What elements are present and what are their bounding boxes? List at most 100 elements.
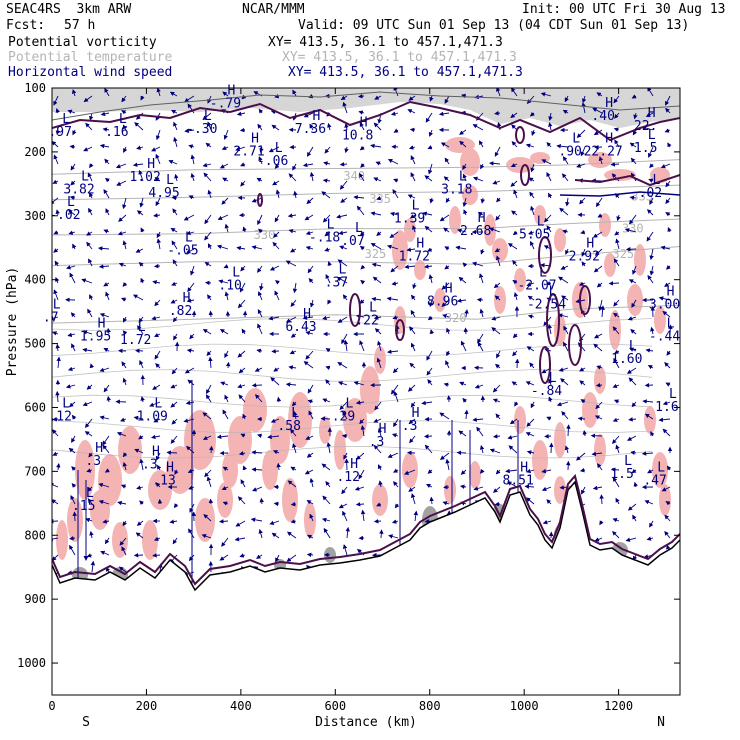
wind-vector xyxy=(457,228,467,233)
wind-vector xyxy=(529,191,535,199)
wind-vector xyxy=(644,500,654,505)
wind-vector xyxy=(99,415,110,420)
wind-vector xyxy=(53,95,59,106)
wind-vector xyxy=(524,484,535,489)
wind-vector xyxy=(174,173,179,182)
wind-vector xyxy=(480,468,485,474)
wind-vector xyxy=(69,544,76,556)
wind-vector xyxy=(71,483,77,488)
wind-vector xyxy=(393,390,399,403)
wind-vector xyxy=(387,244,399,250)
wind-vector xyxy=(393,481,399,488)
wind-vector xyxy=(203,172,212,182)
wind-vector xyxy=(99,143,110,149)
wind-vector xyxy=(407,384,416,392)
wind-vector xyxy=(632,265,637,275)
wind-vector xyxy=(325,379,331,386)
wind-vector xyxy=(186,445,195,454)
wind-vector xyxy=(359,145,365,151)
wind-vector xyxy=(303,361,314,369)
wind-vector xyxy=(202,162,212,168)
wind-vector xyxy=(565,248,570,255)
y-tick-label: 900 xyxy=(24,592,46,606)
pv-shaded-region xyxy=(594,366,606,394)
wind-vector xyxy=(207,294,212,301)
wind-vector xyxy=(649,197,654,205)
wind-vector xyxy=(548,192,553,199)
wind-vector xyxy=(258,228,263,234)
extremum-type: L xyxy=(346,396,354,411)
wind-vector xyxy=(122,330,128,336)
wind-vector xyxy=(409,326,416,335)
wind-vector xyxy=(360,509,366,522)
wind-vector xyxy=(224,350,229,359)
wind-vector xyxy=(225,361,231,369)
wind-vector xyxy=(258,108,264,114)
extremum-value: -.79 xyxy=(210,96,241,111)
wind-vector xyxy=(370,143,382,149)
wind-vector xyxy=(344,146,349,154)
wind-vector xyxy=(52,197,59,205)
wind-vector xyxy=(495,255,501,267)
wind-vector xyxy=(562,229,569,234)
wind-vector xyxy=(413,510,419,522)
extremum-type: L xyxy=(86,486,94,501)
wind-vector xyxy=(240,180,246,187)
wind-vector xyxy=(154,350,161,360)
wind-vector xyxy=(98,482,110,488)
wind-vector xyxy=(496,350,501,359)
wind-vector xyxy=(512,333,518,339)
wind-vector xyxy=(374,401,382,411)
extremum-type: H xyxy=(605,131,613,146)
wind-vector xyxy=(441,299,450,308)
wind-vector xyxy=(133,415,144,421)
wind-vector xyxy=(82,401,93,407)
wind-vector xyxy=(548,396,553,403)
wind-vector xyxy=(269,265,280,271)
pv-contour-line xyxy=(568,324,582,366)
wind-vector xyxy=(596,365,603,370)
theta-isentrope-line xyxy=(52,218,680,236)
wind-vector xyxy=(238,394,246,403)
wind-vector xyxy=(100,550,110,556)
wind-vector xyxy=(446,327,451,335)
wind-vector xyxy=(267,434,280,440)
wind-vector xyxy=(388,534,399,539)
wind-vector xyxy=(460,484,467,489)
wind-vector xyxy=(495,363,501,369)
wind-vector xyxy=(647,365,654,370)
wind-vector xyxy=(257,291,263,301)
wind-vector xyxy=(358,469,365,480)
wind-vector xyxy=(612,435,620,444)
wind-vector xyxy=(306,146,314,157)
wind-vector xyxy=(151,146,161,152)
wind-vector xyxy=(53,289,59,301)
wind-vector xyxy=(67,366,76,372)
wind-vector xyxy=(274,163,280,169)
extremum-value: .37 xyxy=(325,275,348,290)
extremum-type: L xyxy=(291,406,299,421)
extremum-value: .3 xyxy=(369,435,385,450)
wind-vector xyxy=(55,209,60,216)
extremum-type: L xyxy=(549,285,557,300)
wind-vector xyxy=(410,401,416,408)
wind-vector xyxy=(136,485,144,490)
wind-vector xyxy=(392,189,399,199)
wind-vector xyxy=(561,295,569,301)
wind-vector xyxy=(204,469,212,478)
wind-vector xyxy=(530,240,535,250)
wind-vector xyxy=(169,91,178,97)
wind-vector xyxy=(594,415,603,420)
wind-vector xyxy=(206,384,212,395)
extremum-value: -.18 xyxy=(309,231,340,246)
wind-vector xyxy=(152,384,161,390)
wind-vector xyxy=(205,394,212,403)
wind-vector xyxy=(256,348,263,354)
extremum-value: .02 xyxy=(639,186,662,201)
wind-vector xyxy=(190,265,195,276)
wind-vector xyxy=(377,340,382,352)
pv-shaded-region xyxy=(604,169,636,181)
extremum-value: 1.95 xyxy=(80,330,111,345)
wind-vector xyxy=(117,231,127,236)
wind-vector xyxy=(409,435,416,444)
